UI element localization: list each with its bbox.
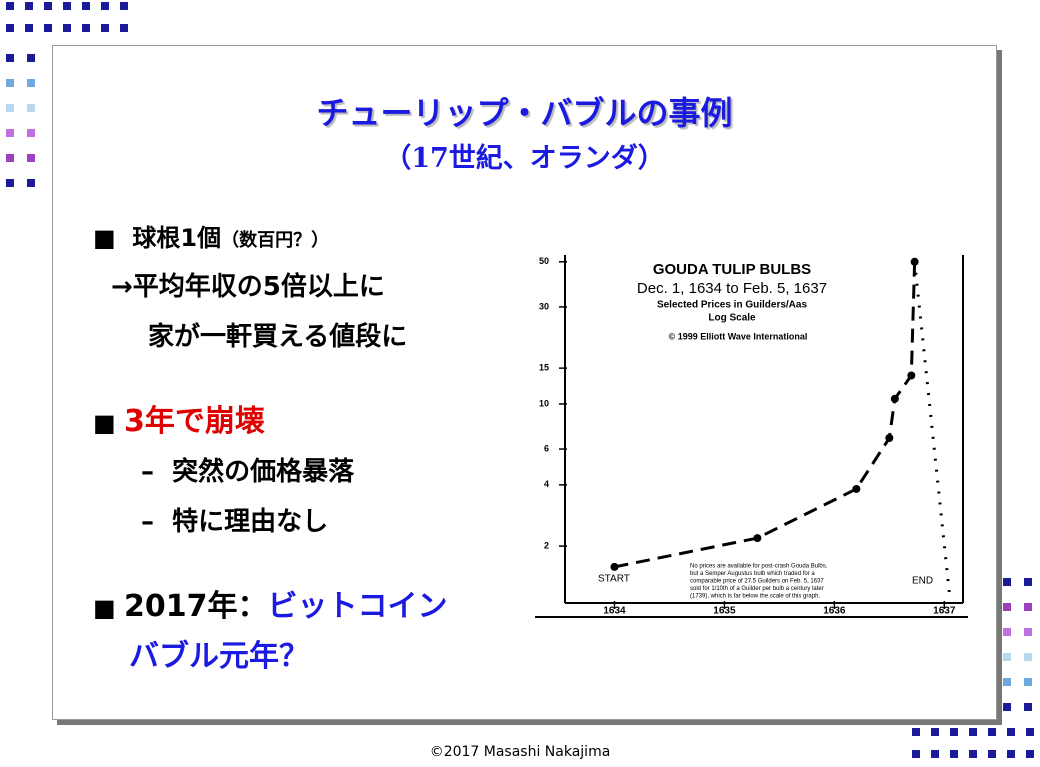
bullet-text: 特に理由なし	[172, 507, 329, 537]
bullet-text: 2017年：	[124, 589, 268, 624]
decoration-square	[120, 24, 128, 32]
decoration-square	[27, 104, 35, 112]
decoration-square	[969, 750, 977, 758]
decoration-square	[1003, 603, 1011, 611]
sub-bullet: – 突然の価格暴落	[141, 457, 355, 487]
decoration-square	[6, 179, 14, 187]
decoration-square	[969, 728, 977, 736]
decoration-square	[6, 154, 14, 162]
decoration-square	[6, 24, 14, 32]
decoration-square	[25, 24, 33, 32]
decoration-square	[101, 24, 109, 32]
decoration-square	[1026, 750, 1034, 758]
slide: チューリップ・バブルの事例 （17世紀、オランダ） ■ 球根1個（数百円？） →…	[52, 45, 997, 720]
decoration-square	[6, 129, 14, 137]
decoration-square	[1003, 678, 1011, 686]
decoration-square	[950, 728, 958, 736]
decoration-square	[1007, 750, 1015, 758]
decoration-square	[6, 54, 14, 62]
footer: ©2017 Masashi Nakajima	[429, 744, 611, 760]
bullet: ■ 3年で崩壊	[93, 404, 265, 439]
decoration-square	[44, 2, 52, 10]
bullet-highlight: ビットコイン	[267, 589, 448, 624]
bullet-text: →平均年収の5倍以上に	[111, 272, 385, 302]
decoration-square	[27, 154, 35, 162]
decoration-square	[63, 24, 71, 32]
decoration-square	[63, 2, 71, 10]
decoration-square	[1024, 603, 1032, 611]
decoration-square	[27, 179, 35, 187]
decoration-square	[912, 728, 920, 736]
bullet: ■ 2017年：ビットコイン	[93, 589, 448, 624]
decoration-square	[25, 2, 33, 10]
decoration-square	[931, 728, 939, 736]
decoration-square	[1007, 728, 1015, 736]
decoration-square	[1024, 653, 1032, 661]
decoration-square	[6, 2, 14, 10]
decoration-square	[6, 104, 14, 112]
bullet-text: バブル元年？	[129, 639, 309, 674]
decoration-square	[988, 750, 996, 758]
bullet-text: 3年で崩壊	[124, 404, 265, 439]
decoration-square	[27, 54, 35, 62]
decoration-square	[912, 750, 920, 758]
decoration-square	[82, 2, 90, 10]
decoration-square	[1003, 703, 1011, 711]
decoration-square	[120, 2, 128, 10]
decoration-square	[1003, 578, 1011, 586]
decoration-square	[1024, 628, 1032, 636]
bullet-text: 家が一軒買える値段に	[148, 322, 408, 352]
slide-subtitle: （17世紀、オランダ）	[384, 143, 665, 174]
decoration-square	[1003, 653, 1011, 661]
decoration-square	[101, 2, 109, 10]
decoration-square	[988, 728, 996, 736]
decoration-square	[1024, 578, 1032, 586]
decoration-square	[1024, 703, 1032, 711]
bullet-text: 球根1個	[132, 224, 222, 252]
decoration-square	[44, 24, 52, 32]
decoration-square	[1003, 628, 1011, 636]
bullet-text: 突然の価格暴落	[172, 457, 355, 487]
decoration-square	[1024, 678, 1032, 686]
decoration-square	[6, 79, 14, 87]
decoration-square	[27, 79, 35, 87]
decoration-square	[82, 24, 90, 32]
bullet-note: （数百円？）	[221, 230, 330, 251]
sub-bullet: – 特に理由なし	[141, 507, 329, 537]
decoration-square	[931, 750, 939, 758]
decoration-square	[1026, 728, 1034, 736]
decoration-square	[950, 750, 958, 758]
decoration-square	[27, 129, 35, 137]
bullet: ■ 球根1個（数百円？）	[93, 224, 330, 252]
slide-title: チューリップ・バブルの事例	[316, 94, 733, 132]
